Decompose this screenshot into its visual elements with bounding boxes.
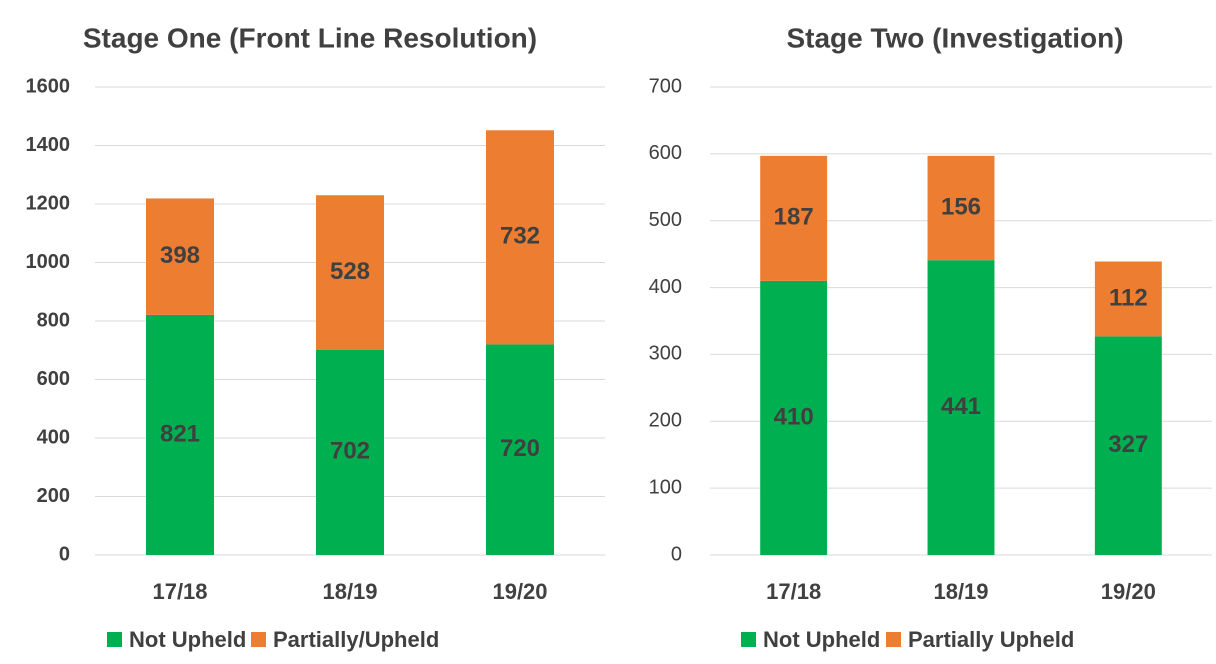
- y-tick-label: 0: [59, 543, 70, 565]
- x-tick-label: 17/18: [152, 579, 207, 604]
- y-tick-label: 100: [649, 476, 682, 498]
- x-tick-label: 18/19: [933, 579, 988, 604]
- legend-swatch: [741, 632, 756, 647]
- bar-segment: [486, 344, 554, 555]
- bar-segment: [316, 349, 384, 555]
- x-tick-label: 18/19: [322, 579, 377, 604]
- legend-label: Not Upheld: [129, 627, 246, 652]
- x-tick-label: 19/20: [1101, 579, 1156, 604]
- y-tick-label: 400: [649, 276, 682, 298]
- y-tick-label: 200: [649, 410, 682, 432]
- legend-label: Not Upheld: [763, 627, 880, 652]
- bar-segment: [146, 198, 214, 315]
- x-tick-label: 19/20: [492, 579, 547, 604]
- data-label: 528: [330, 258, 370, 285]
- y-tick-label: 300: [649, 343, 682, 365]
- y-tick-label: 1400: [26, 134, 71, 156]
- y-tick-label: 200: [37, 485, 70, 507]
- data-label: 732: [500, 223, 540, 250]
- y-tick-label: 600: [37, 368, 70, 390]
- legend-label: Partially Upheld: [908, 627, 1074, 652]
- y-tick-label: 700: [649, 75, 682, 97]
- bar-segment: [1094, 261, 1162, 337]
- bar-segment: [316, 195, 384, 350]
- bar-segment: [760, 280, 828, 555]
- data-label: 156: [941, 193, 981, 220]
- legend-label: Partially/Upheld: [273, 627, 439, 652]
- y-tick-label: 800: [37, 309, 70, 331]
- data-label: 112: [1109, 284, 1148, 311]
- y-tick-label: 1000: [26, 251, 71, 273]
- y-tick-label: 600: [649, 142, 682, 164]
- y-tick-label: 500: [649, 209, 682, 231]
- bar-segment: [927, 155, 995, 261]
- data-label: 327: [1108, 431, 1148, 458]
- data-label: 702: [330, 438, 370, 465]
- chart-title: Stage Two (Investigation): [786, 22, 1123, 53]
- bar-segment: [760, 155, 828, 281]
- bar-segment: [486, 130, 554, 345]
- legend-swatch: [886, 632, 901, 647]
- y-tick-label: 400: [37, 426, 70, 448]
- legend-swatch: [107, 632, 122, 647]
- data-label: 410: [774, 403, 814, 430]
- legend-swatch: [251, 632, 266, 647]
- bar-segment: [146, 314, 214, 555]
- data-label: 821: [160, 420, 200, 447]
- data-label: 187: [774, 204, 814, 231]
- bar-segment: [1094, 336, 1162, 555]
- y-tick-label: 1600: [26, 75, 71, 97]
- bar-segment: [927, 260, 995, 555]
- data-label: 720: [500, 435, 540, 462]
- y-tick-label: 1200: [26, 192, 71, 214]
- chart-title: Stage One (Front Line Resolution): [83, 22, 537, 53]
- x-tick-label: 17/18: [766, 579, 821, 604]
- data-label: 398: [160, 242, 200, 269]
- data-label: 441: [941, 393, 981, 420]
- y-tick-label: 0: [671, 543, 682, 565]
